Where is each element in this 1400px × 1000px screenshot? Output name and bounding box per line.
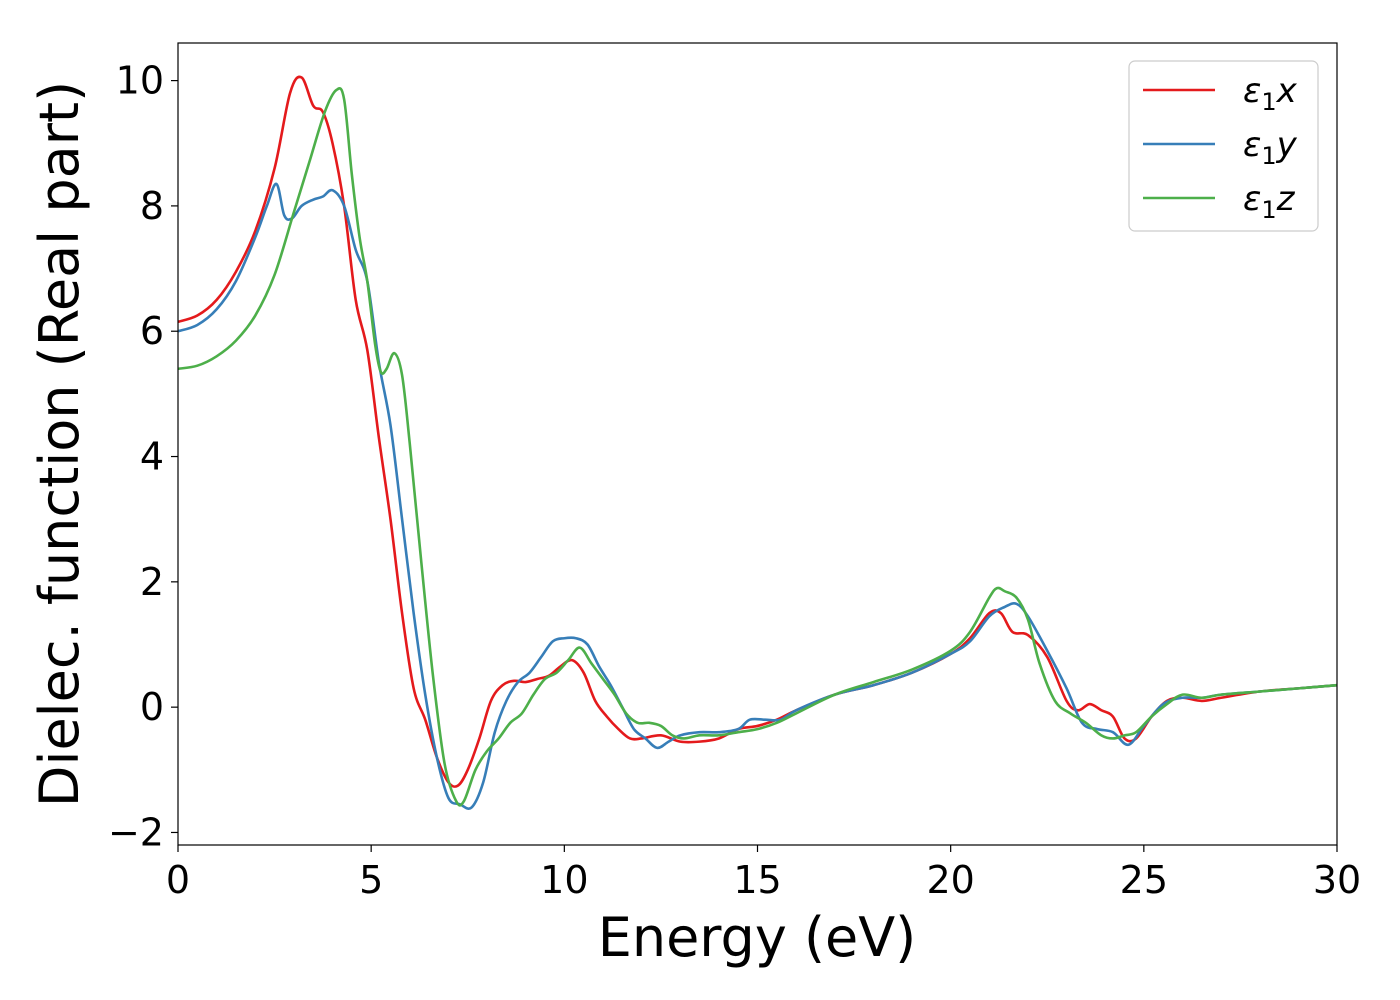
- series-line-x: [177, 75, 1338, 788]
- y-tick-label: 10: [116, 59, 164, 103]
- x-axis: 0 5 10 15 20 25 30: [166, 845, 1361, 902]
- legend-label-x: ε1x: [1243, 71, 1298, 116]
- x-tick-label: 25: [1120, 858, 1168, 902]
- x-tick-label: 30: [1313, 858, 1361, 902]
- x-tick-label: 5: [359, 858, 383, 902]
- y-axis: −2 0 2 4 6 8 10: [108, 59, 178, 854]
- y-axis-title: Dielec. function (Real part): [28, 81, 91, 807]
- series-layer: [177, 75, 1338, 810]
- series-line-z: [177, 87, 1338, 807]
- x-tick-label: 0: [166, 858, 190, 902]
- y-tick-label: 6: [140, 309, 164, 353]
- x-tick-label: 20: [926, 858, 974, 902]
- x-axis-title: Energy (eV): [598, 906, 917, 969]
- legend-label-z: ε1z: [1243, 179, 1296, 224]
- legend-label-y: ε1y: [1243, 125, 1298, 170]
- series-line-y: [177, 182, 1338, 810]
- legend-box: [1128, 60, 1319, 232]
- y-tick-label: −2: [108, 810, 164, 854]
- y-tick-label: 0: [140, 685, 164, 729]
- y-tick-label: 4: [140, 435, 164, 479]
- legend: ε1x ε1y ε1z: [1128, 60, 1319, 232]
- x-tick-label: 15: [733, 858, 781, 902]
- x-tick-label: 10: [540, 858, 588, 902]
- y-tick-label: 2: [140, 560, 164, 604]
- y-tick-label: 8: [140, 184, 164, 228]
